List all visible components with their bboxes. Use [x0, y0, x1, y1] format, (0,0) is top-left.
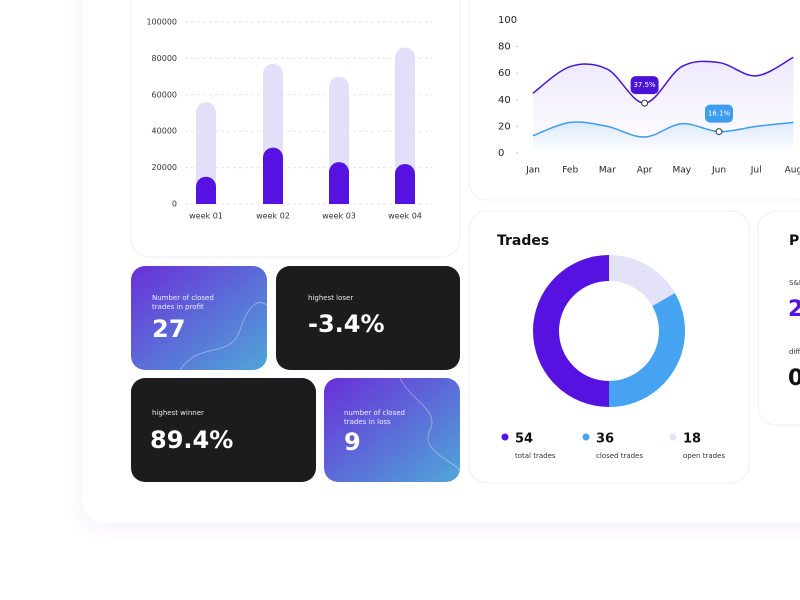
y-tick-label: 0 — [172, 200, 177, 209]
stat-value: 9 — [344, 428, 361, 456]
stat-label: highest loser — [308, 294, 353, 302]
y-tick-label: 80000 — [152, 54, 177, 63]
donut-segment — [533, 255, 610, 407]
side-value: 2 — [788, 297, 800, 322]
donut-segment — [608, 293, 685, 407]
x-tick-label: Apr — [637, 166, 653, 176]
legend-label: closed trades — [596, 452, 643, 460]
line-area — [533, 121, 794, 153]
legend-label: open trades — [683, 452, 725, 460]
bar — [395, 47, 415, 204]
stat-label: highest winner — [152, 409, 204, 417]
point — [715, 128, 723, 136]
y-tick-label: 100 — [498, 15, 517, 26]
x-tick-label: Feb — [562, 166, 578, 176]
legend-dot — [669, 433, 677, 441]
y-tick-label: 40 — [498, 95, 511, 106]
stat-value: -3.4% — [308, 310, 385, 338]
y-tick-label: 60 — [498, 68, 511, 79]
x-tick-label: week 02 — [256, 212, 290, 221]
stat-value: 89.4% — [150, 426, 233, 454]
point — [641, 99, 649, 107]
stat-label: Number of closed — [152, 294, 214, 302]
legend-dot — [501, 433, 509, 441]
label-bubble — [705, 104, 733, 123]
y-tick-label: 40000 — [152, 127, 177, 136]
x-tick-label: Jun — [711, 166, 726, 176]
y-tick-label: 20000 — [152, 163, 177, 172]
y-tick-label: 100000 — [146, 18, 177, 27]
value-label: 16.1% — [708, 110, 731, 118]
y-tick-label: 0 — [498, 148, 504, 159]
x-tick-label: week 03 — [322, 212, 356, 221]
x-tick-label: Mar — [599, 166, 616, 176]
x-tick-label: Jan — [525, 166, 540, 176]
value-label: 37.5% — [633, 81, 656, 89]
label-bubble — [630, 76, 659, 95]
stat-value: 27 — [152, 315, 185, 343]
x-tick-label: week 04 — [388, 212, 422, 221]
bar — [395, 163, 415, 204]
y-tick-label: 80 — [498, 42, 511, 53]
legend-dot — [582, 433, 590, 441]
stat-label: trades in loss — [344, 418, 391, 426]
y-tick-label: 20 — [498, 121, 511, 132]
bar — [263, 147, 283, 204]
legend-value: 18 — [683, 432, 701, 447]
legend-value: 54 — [515, 432, 533, 447]
legend-label: total trades — [515, 452, 556, 460]
stat-label: trades in profit — [152, 303, 204, 311]
card-title: Trades — [497, 233, 549, 249]
stat-cards — [131, 266, 461, 482]
line — [532, 121, 794, 138]
x-tick-label: Jul — [750, 166, 762, 176]
bar — [329, 162, 349, 204]
legend-value: 36 — [596, 432, 614, 447]
stat-label: number of closed — [344, 409, 405, 417]
card-title: P — [789, 233, 799, 249]
y-tick-label: 60000 — [152, 90, 177, 99]
x-tick-label: May — [672, 166, 691, 176]
bar — [196, 176, 216, 204]
donut-segment — [608, 255, 675, 307]
side-value: 0 — [788, 366, 800, 391]
side-label: diff — [789, 348, 800, 356]
side-label: S&P — [789, 279, 800, 287]
x-tick-label: Aug — [785, 166, 800, 176]
x-tick-label: week 01 — [189, 212, 223, 221]
line — [532, 56, 794, 104]
